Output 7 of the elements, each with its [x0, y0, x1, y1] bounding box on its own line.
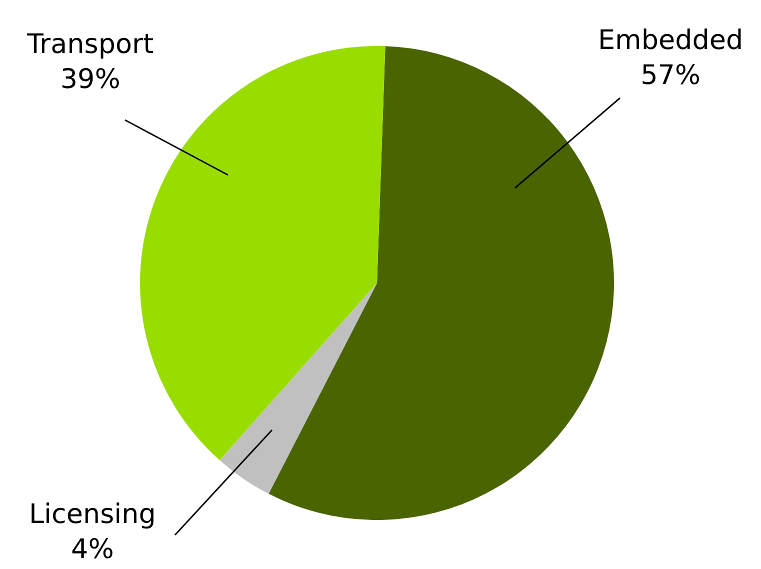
data-label: 4%: [71, 534, 114, 566]
data-label: 39%: [60, 64, 120, 96]
pie-slice: [220, 283, 377, 494]
slice-label: Licensing: [29, 499, 156, 530]
slice-label: Transport: [26, 29, 154, 60]
data-label: 57%: [640, 60, 701, 92]
slice-label: Embedded: [598, 25, 744, 56]
